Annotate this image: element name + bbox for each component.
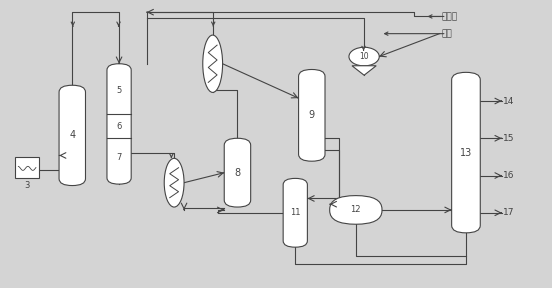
Text: 17: 17 xyxy=(503,208,515,217)
Text: 6: 6 xyxy=(116,122,122,131)
FancyBboxPatch shape xyxy=(452,72,480,233)
Text: 16: 16 xyxy=(503,171,515,180)
FancyBboxPatch shape xyxy=(330,196,382,224)
Ellipse shape xyxy=(164,158,184,207)
Text: 12: 12 xyxy=(351,205,361,215)
Text: 原料油: 原料油 xyxy=(441,12,457,21)
FancyBboxPatch shape xyxy=(299,69,325,161)
Text: 5: 5 xyxy=(116,86,121,95)
Text: 9: 9 xyxy=(309,110,315,120)
FancyBboxPatch shape xyxy=(15,157,39,178)
Text: 15: 15 xyxy=(503,134,515,143)
Text: 4: 4 xyxy=(69,130,75,141)
Text: 13: 13 xyxy=(460,147,472,158)
FancyBboxPatch shape xyxy=(224,138,251,207)
FancyBboxPatch shape xyxy=(59,85,86,185)
Text: 8: 8 xyxy=(235,168,241,178)
Text: 10: 10 xyxy=(359,52,369,61)
Ellipse shape xyxy=(349,47,379,66)
Text: 新氢: 新氢 xyxy=(441,29,452,38)
Ellipse shape xyxy=(203,35,222,92)
Text: 14: 14 xyxy=(503,96,515,105)
FancyBboxPatch shape xyxy=(107,64,131,184)
Text: 3: 3 xyxy=(24,181,30,190)
Text: 11: 11 xyxy=(290,208,300,217)
Polygon shape xyxy=(352,66,376,75)
FancyBboxPatch shape xyxy=(283,178,307,247)
Text: 7: 7 xyxy=(116,153,122,162)
